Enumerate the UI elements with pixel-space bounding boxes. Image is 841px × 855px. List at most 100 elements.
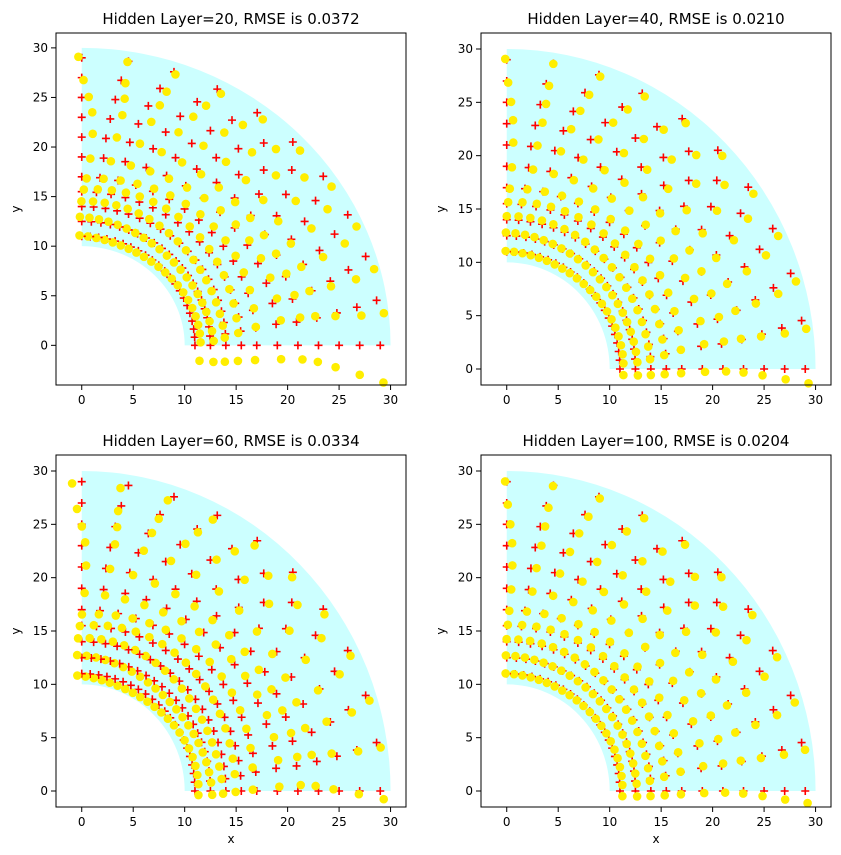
predicted-point [154,262,163,272]
predicted-point [219,128,229,137]
predicted-point [77,197,86,206]
predicted-point [781,374,790,384]
predicted-point [655,270,665,280]
predicted-point [254,665,264,675]
predicted-point [671,648,680,658]
true-point [229,696,238,705]
predicted-point [181,199,191,209]
subplot-3: 0 5 10 15 20 25 30 0 5 10 15 20 25 30 Hidden Layer=60,… [9,432,407,846]
predicted-point [602,282,611,292]
true-point [744,605,753,614]
predicted-point [654,693,664,702]
predicted-point [573,635,583,645]
predicted-point [627,716,637,725]
predicted-point [699,788,709,798]
predicted-point [625,749,635,758]
predicted-point [644,677,654,686]
predicted-point [570,230,580,240]
predicted-point [117,623,127,633]
predicted-point [526,213,535,223]
predicted-point [591,714,601,724]
predicted-point [357,311,366,320]
true-point [77,152,86,161]
true-point [586,135,595,144]
predicted-point [189,112,198,122]
predicted-point [212,555,221,564]
predicted-point [193,320,203,330]
x-tick-label: 15 [654,815,669,829]
predicted-point [79,185,89,194]
true-point [659,153,668,162]
true-point [134,119,143,128]
predicted-point [517,620,527,630]
predicted-point [208,695,218,705]
predicted-point [191,570,201,580]
predicted-point [313,357,323,367]
predicted-point [629,685,639,694]
predicted-point [565,671,575,680]
predicted-point [113,220,122,230]
predicted-point [206,778,216,787]
true-point [744,183,753,192]
predicted-point [623,105,632,114]
predicted-point [352,222,361,231]
true-point [712,598,721,607]
true-point [319,172,328,181]
predicted-point [340,239,350,248]
true-point [101,639,110,648]
predicted-point [181,245,191,255]
predicted-point [103,621,113,631]
predicted-point [548,662,557,671]
true-point [113,642,122,651]
predicted-point [178,288,188,297]
predicted-point [202,307,211,317]
predicted-point [658,335,667,344]
true-point [161,646,170,655]
predicted-point [158,690,168,700]
predicted-point [275,782,284,791]
predicted-point [147,117,156,127]
x-tick-label: 5 [554,815,562,829]
predicted-point [549,219,558,229]
predicted-point [97,675,107,685]
predicted-point [218,789,228,799]
predicted-point [508,115,518,125]
predicted-point [610,745,619,754]
predicted-point [135,692,145,702]
predicted-point [239,268,249,277]
predicted-point [331,311,340,321]
predicted-point [680,540,690,549]
y-tick-label: 20 [458,571,473,585]
true-point [736,631,745,640]
predicted-point [298,355,307,364]
x-tick-label: 30 [808,393,823,407]
predicted-point [801,324,811,334]
predicted-point [252,627,262,636]
predicted-point [581,261,590,270]
predicted-point [112,133,122,142]
predicted-point [292,698,301,707]
predicted-point [347,708,357,717]
true-point [631,134,640,143]
predicted-point [501,651,511,660]
x-tick-label: 25 [331,815,346,829]
predicted-point [177,684,187,693]
true-point [253,699,262,708]
predicted-point [607,712,617,722]
predicted-point [613,721,622,730]
predicted-point [605,637,615,647]
predicted-point [743,214,753,223]
predicted-point [618,791,627,801]
predicted-point [663,606,672,615]
predicted-point [208,615,217,625]
predicted-point [534,675,544,685]
predicted-point [502,634,511,644]
predicted-point [608,290,617,300]
predicted-point [542,678,552,688]
predicted-point [544,503,553,513]
predicted-point [800,745,810,755]
predicted-point [193,527,203,537]
predicted-point [174,127,183,137]
predicted-point [622,317,632,327]
predicted-point [250,355,260,365]
